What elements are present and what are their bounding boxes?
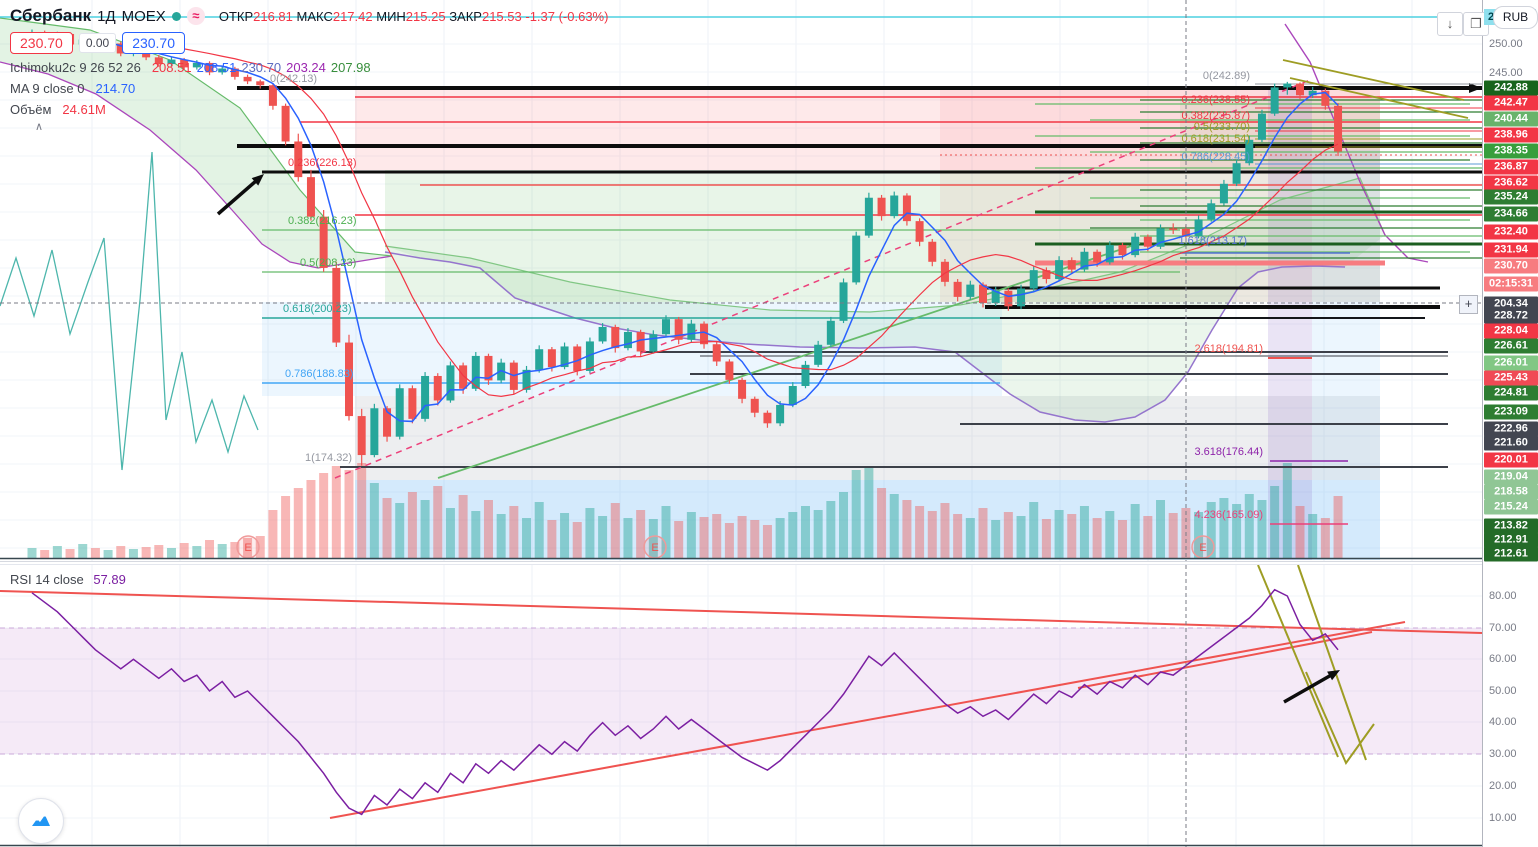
svg-text:0.786(188.83): 0.786(188.83) xyxy=(285,368,354,380)
price-label: 218.58 xyxy=(1484,484,1538,500)
interval-label[interactable]: 1Д xyxy=(97,7,116,25)
ohlc-row: ОТКР216.81 МАКС217.42 МИН215.25 ЗАКР215.… xyxy=(218,8,609,24)
price-label: 228.04 xyxy=(1484,323,1538,339)
axis-tick: 250.00 xyxy=(1489,38,1523,50)
scroll-to-recent-button[interactable]: ↓ xyxy=(1437,12,1463,36)
price-label: 220.01 xyxy=(1484,452,1538,468)
ichimoku-value: 230.70 xyxy=(241,60,282,75)
price-label: 240.44 xyxy=(1484,111,1538,127)
svg-text:0.236(238.55): 0.236(238.55) xyxy=(1182,94,1251,106)
exchange-label: MOEX xyxy=(121,7,166,25)
price-label: 215.24 xyxy=(1484,499,1538,515)
add-alert-plus-button[interactable]: + xyxy=(1459,295,1478,314)
axis-tick: 30.00 xyxy=(1489,748,1517,760)
low-value: 215.25 xyxy=(405,8,446,24)
alert-wave-icon[interactable]: ≈ xyxy=(186,7,205,25)
rsi-chart-canvas[interactable] xyxy=(0,565,1482,847)
price-label: 242.88 xyxy=(1484,80,1538,96)
legend-collapse-button[interactable]: ∧ xyxy=(34,121,44,133)
svg-text:0.618(231.54): 0.618(231.54) xyxy=(1182,133,1251,145)
axis-tick: 60.00 xyxy=(1489,653,1517,665)
svg-text:0.382(235.87): 0.382(235.87) xyxy=(1182,110,1251,122)
price-label: 226.01 xyxy=(1484,355,1538,371)
axis-tick: 20.00 xyxy=(1489,780,1517,792)
pane-divider[interactable] xyxy=(0,561,1538,565)
svg-text:3.618(176.44): 3.618(176.44) xyxy=(1195,446,1264,458)
svg-text:0.382(216.23): 0.382(216.23) xyxy=(288,215,357,227)
volume-value: 24.61M xyxy=(62,102,106,117)
price-label: 204.34 xyxy=(1484,296,1538,312)
volume-label[interactable]: Объём xyxy=(10,102,52,117)
sell-button[interactable]: 230.70 xyxy=(10,32,73,54)
price-label: 231.94 xyxy=(1484,242,1538,258)
price-label: 236.62 xyxy=(1484,175,1538,191)
svg-text:0(242.13): 0(242.13) xyxy=(270,73,317,85)
price-label: 236.87 xyxy=(1484,159,1538,175)
axis-tick: 40.00 xyxy=(1489,716,1517,728)
price-label: 232.40 xyxy=(1484,224,1538,240)
price-label: 223.09 xyxy=(1484,404,1538,420)
price-label: 242.47 xyxy=(1484,95,1538,111)
ichimoku-values: 208.51 208.51 230.70 203.24 207.98 xyxy=(147,60,371,75)
quick-chart-icon xyxy=(32,813,50,826)
open-value: 216.81 xyxy=(253,8,293,24)
symbol-title[interactable]: Сбербанк xyxy=(10,6,92,25)
axis-tick: 80.00 xyxy=(1489,590,1517,602)
svg-text:0.5(233.70): 0.5(233.70) xyxy=(1194,121,1250,133)
price-label: 238.96 xyxy=(1484,127,1538,143)
chart-legend: Сбербанк 1Д MOEX ≈ ОТКР216.81 МАКС217.42… xyxy=(10,6,608,123)
ichimoku-value: 207.98 xyxy=(330,60,371,75)
price-label: 213.82 xyxy=(1484,518,1538,534)
axis-tick: 50.00 xyxy=(1489,685,1517,697)
svg-text:4.236(165.09): 4.236(165.09) xyxy=(1195,509,1264,521)
price-label: 230.70 xyxy=(1484,258,1538,274)
change-value: -1.37 (-0.63%) xyxy=(525,8,609,24)
price-label: 219.04 xyxy=(1484,469,1538,485)
svg-text:2.618(194.81): 2.618(194.81) xyxy=(1195,343,1264,355)
price-label: 234.66 xyxy=(1484,206,1538,222)
price-label: 224.81 xyxy=(1484,385,1538,401)
svg-text:E: E xyxy=(1199,542,1206,554)
axis-tick: 245.00 xyxy=(1489,67,1523,79)
price-label: 02:15:31 xyxy=(1484,276,1538,292)
price-label: 222.96 xyxy=(1484,421,1538,437)
buy-button[interactable]: 230.70 xyxy=(122,32,186,54)
close-value: 215.53 xyxy=(481,8,522,24)
price-label: 235.24 xyxy=(1484,189,1538,205)
ichimoku-value: 203.24 xyxy=(286,60,326,75)
price-label: 228.72 xyxy=(1484,308,1538,324)
price-label: 238.35 xyxy=(1484,143,1538,159)
quick-chart-button[interactable] xyxy=(18,798,64,844)
axis-tick: 10.00 xyxy=(1489,812,1517,824)
price-axis[interactable]: 250.00 245.00 80.00 70.00 60.00 50.00 40.00 30.… xyxy=(1482,0,1538,847)
svg-text:0(242.89): 0(242.89) xyxy=(1203,70,1250,82)
ma-value: 214.70 xyxy=(95,81,136,96)
spread-value: 0.00 xyxy=(78,33,117,53)
price-label: 225.43 xyxy=(1484,370,1538,386)
ichimoku-label[interactable]: Ichimoku2c 9 26 52 26 xyxy=(10,60,141,75)
rsi-label[interactable]: RSI 14 close xyxy=(10,572,84,587)
main-chart-canvas[interactable]: 0(242.13) 0.236(226.13) 0.382(216.23) 0.5(2… xyxy=(0,0,1482,561)
svg-text:E: E xyxy=(244,542,251,554)
svg-text:E: E xyxy=(651,542,658,554)
rsi-value: 57.89 xyxy=(93,572,126,587)
ichimoku-value: 208.51 xyxy=(151,60,192,75)
svg-text:0.5(208.23): 0.5(208.23) xyxy=(300,257,356,269)
price-label: 212.61 xyxy=(1484,546,1538,562)
svg-text:0.786(228.45): 0.786(228.45) xyxy=(1182,151,1251,163)
ma-label[interactable]: MA 9 close 0 xyxy=(10,81,85,96)
price-label: 212.91 xyxy=(1484,532,1538,548)
axis-tick: 70.00 xyxy=(1489,622,1517,634)
currency-button[interactable]: RUB xyxy=(1493,6,1538,29)
svg-text:0.236(226.13): 0.236(226.13) xyxy=(288,157,357,169)
price-label: 221.60 xyxy=(1484,435,1538,451)
price-label: 226.61 xyxy=(1484,338,1538,354)
svg-text:0.618(200.23): 0.618(200.23) xyxy=(283,303,352,315)
market-status-dot-icon xyxy=(171,11,181,21)
svg-text:1.618(213.17): 1.618(213.17) xyxy=(1179,235,1248,247)
high-value: 217.42 xyxy=(332,8,373,24)
ichimoku-value: 208.51 xyxy=(196,60,237,75)
svg-text:1(174.32): 1(174.32) xyxy=(305,452,352,464)
